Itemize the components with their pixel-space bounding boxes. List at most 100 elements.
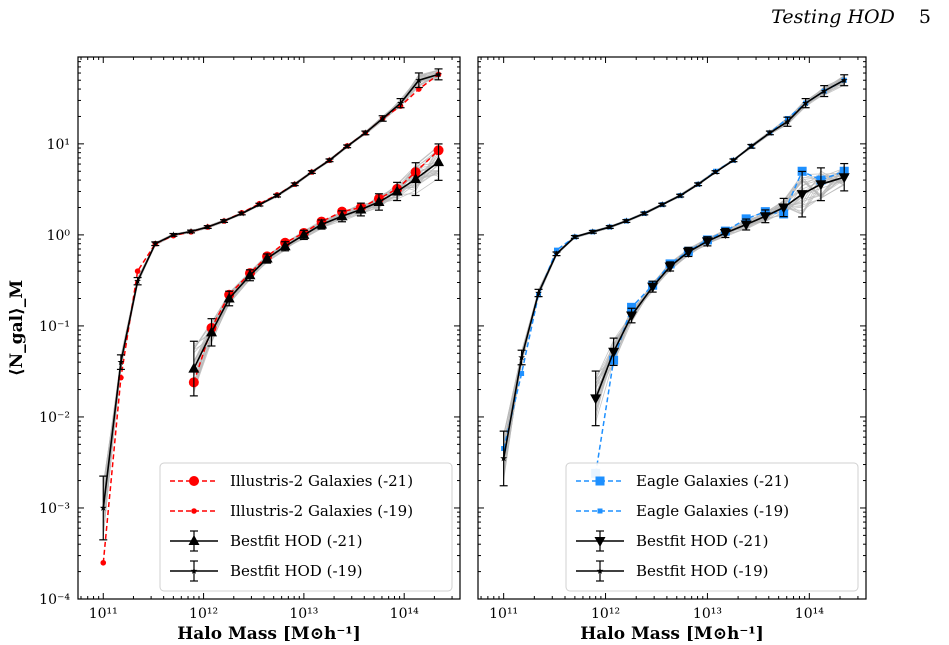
data-point [640,209,648,217]
realization-line [595,181,845,381]
data-point [778,203,790,214]
realization-line [102,70,439,502]
realization-line [193,170,439,347]
realization-line [102,72,439,489]
data-point [590,394,602,405]
data-point [694,180,702,188]
data-point [766,129,774,136]
data-point [589,228,597,235]
realization-line [503,76,845,464]
data-point [596,567,604,574]
data-point [223,292,235,303]
realization-line [595,165,845,399]
legend-item: Illustris-2 Galaxies (-19) [170,502,413,520]
realization-line [193,172,439,391]
data-point [117,358,125,366]
realization-line [595,179,845,385]
data-point [189,476,199,486]
data-point [701,237,713,248]
realization-line [595,175,845,395]
realization-line [595,168,845,390]
realization-line [595,176,845,402]
realization-line [193,164,439,374]
plot-frame [77,56,461,600]
realization-line [595,179,845,384]
realization-line [102,76,439,515]
data-point [719,228,731,239]
data-point [712,168,719,175]
legend-label: Eagle Galaxies (-19) [636,502,789,520]
data-point [256,201,263,208]
legend-item: Bestfit HOD (-21) [576,530,768,552]
x-tick-label: 10¹³ [289,606,318,622]
x-tick-label: 10¹³ [693,606,722,622]
data-point [435,70,442,78]
legend-item: Bestfit HOD (-21) [170,530,362,552]
realization-line [193,177,439,383]
y-tick-label: 10⁻² [39,410,70,426]
page-number: 5 [918,6,931,28]
data-point [626,311,638,322]
legend-label: Eagle Galaxies (-21) [636,472,789,490]
realization-line [102,73,439,521]
realization-band-faint [503,75,845,480]
data-point [355,203,367,214]
legend-label: Illustris-2 Galaxies (-21) [230,472,413,490]
realization-line [503,78,845,473]
legend-label: Bestfit HOD (-19) [636,562,768,580]
legend-label: Bestfit HOD (-21) [636,532,768,550]
realization-line [193,169,439,394]
data-point [134,277,141,285]
realization-line [102,69,439,496]
data-point [796,190,808,201]
realization-line [193,148,439,361]
y-axis: 10⁻⁴ 10⁻³ 10⁻² 10⁻¹ 10⁰ 10¹ [39,56,460,608]
realization-line [503,84,845,467]
data-point [594,537,606,547]
data-point [815,180,827,191]
plot-frame [477,56,867,600]
realization-band-bright [595,165,845,423]
data-point [187,227,195,235]
realization-line [193,174,439,345]
data-point [379,114,387,122]
data-point [238,209,246,217]
data-point [784,118,791,125]
legend-item: Illustris-2 Galaxies (-21) [170,472,413,490]
running-head: Testing HOD 5 [771,6,931,28]
realization-line [193,145,439,382]
legend-box [565,462,859,592]
series-bestfit-hod-21 [590,162,850,427]
realization-line [595,174,845,404]
data-point [361,129,369,136]
data-point [188,535,200,545]
data-point [553,247,559,253]
data-point [748,142,755,150]
data-point [682,247,694,258]
data-point [535,289,542,296]
data-point [676,192,684,199]
realization-line [193,170,439,390]
realization-line [102,70,439,487]
data-point [298,228,310,239]
data-point [597,508,603,514]
data-point [647,282,659,293]
realization-band-bright [193,145,439,394]
data-point [397,99,404,107]
realization-line [102,71,439,511]
legend-item: Bestfit HOD (-19) [576,560,768,582]
data-point [518,353,525,361]
data-point [740,220,752,231]
series-line [594,170,845,474]
realization-line [102,74,439,499]
data-point [840,76,848,84]
realization-line [102,74,439,514]
data-point [664,262,676,273]
data-point [151,240,159,247]
realization-line [503,79,845,476]
realization-line [102,69,439,523]
realization-line [595,167,845,387]
plot-area [99,68,445,566]
x-axis-label: Halo Mass [M⊙h⁻¹] [177,624,361,644]
